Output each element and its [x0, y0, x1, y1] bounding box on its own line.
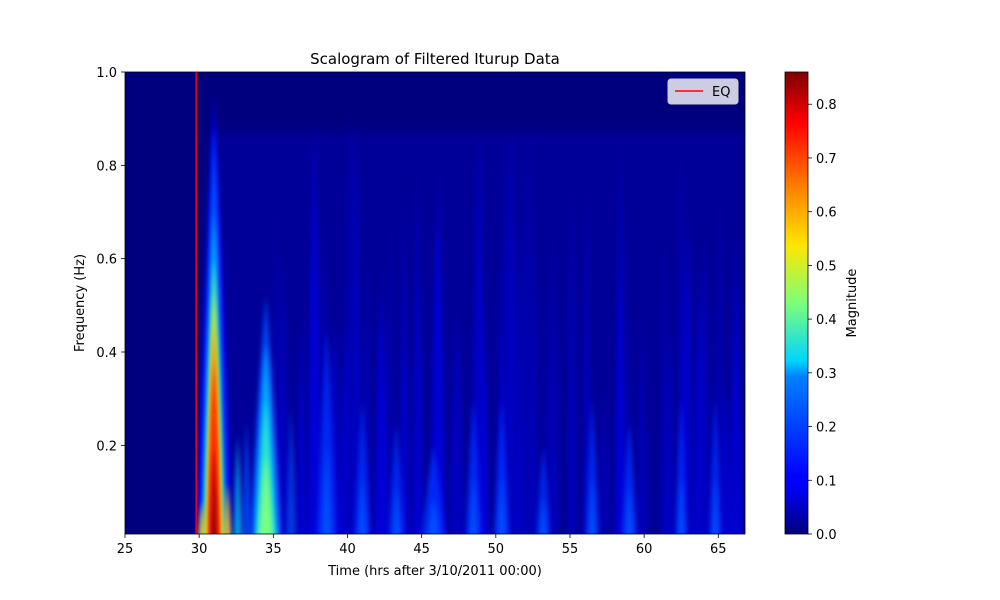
colorbar-tick-label: 0.5: [816, 259, 837, 274]
y-axis-label: Frequency (Hz): [73, 254, 88, 352]
main-right-lobe: [223, 482, 232, 534]
legend: EQ: [667, 78, 739, 105]
chart-title: Scalogram of Filtered Iturup Data: [310, 50, 560, 68]
legend-eq-label: EQ: [712, 85, 730, 100]
x-tick-label: 55: [562, 542, 579, 557]
plot-frame: [124, 71, 746, 535]
secondary-side: [241, 422, 252, 534]
colorbar-tick-label: 0.4: [816, 313, 837, 328]
colorbar-label: Magnitude: [845, 269, 860, 338]
low-freq-core: [588, 475, 596, 534]
x-axis-label: Time (hrs after 3/10/2011 00:00): [327, 564, 542, 579]
x-tick-label: 40: [339, 542, 356, 557]
colorbar-tick-label: 0.0: [816, 528, 837, 543]
low-freq-streak: [709, 398, 722, 534]
low-freq-core: [712, 475, 719, 534]
y-tick-label: 0.8: [96, 159, 117, 174]
colorbar: [784, 71, 809, 535]
colorbar-tick-label: 0.7: [816, 152, 837, 167]
x-axis-ticks: 25 30 35 40 45 50 55 60 65: [117, 534, 727, 557]
low-freq-streak: [536, 445, 551, 534]
low-freq-streak: [465, 398, 482, 534]
colorbar-tick-label: 0.2: [816, 421, 837, 436]
low-freq-streak: [388, 422, 405, 534]
secondary-core: [259, 454, 273, 534]
x-tick-label: 30: [191, 542, 208, 557]
colorbar-tick-label: 0.8: [816, 98, 837, 113]
low-freq-streak: [621, 422, 638, 534]
main-core: [211, 445, 217, 534]
colorbar-ticks: 0.0 0.1 0.2 0.3 0.4 0.5 0.6 0.7 0.8: [808, 98, 837, 543]
colorbar-tick-label: 0.3: [816, 367, 837, 382]
x-tick-label: 60: [636, 542, 653, 557]
low-freq-core: [678, 475, 685, 534]
x-tick-label: 50: [488, 542, 505, 557]
heatmap-layer: [196, 95, 745, 534]
low-freq-streak: [316, 328, 337, 534]
y-tick-label: 0.2: [96, 439, 117, 454]
low-freq-streak: [493, 398, 510, 534]
main-left-lobe: [198, 501, 206, 534]
x-tick-label: 45: [413, 542, 430, 557]
low-freq-core: [427, 496, 440, 534]
colorbar-tick-label: 0.1: [816, 474, 837, 489]
low-freq-streak: [354, 398, 371, 534]
low-freq-core: [392, 486, 401, 534]
y-tick-label: 0.4: [96, 346, 117, 361]
secondary-side: [286, 408, 296, 534]
low-freq-core: [469, 475, 478, 534]
main-right-side: [233, 436, 242, 534]
low-freq-core: [540, 496, 547, 534]
post-event-haze: [213, 132, 745, 534]
y-axis-ticks: 0.2 0.4 0.6 0.8 1.0: [96, 66, 125, 454]
low-freq-streak: [585, 398, 600, 534]
x-tick-label: 65: [710, 542, 727, 557]
x-tick-label: 35: [265, 542, 282, 557]
low-freq-streak: [675, 398, 688, 534]
low-freq-streak: [421, 445, 446, 534]
y-tick-label: 0.6: [96, 253, 117, 268]
low-freq-core: [497, 475, 506, 534]
low-freq-core: [625, 486, 634, 534]
y-tick-label: 1.0: [96, 66, 117, 81]
x-tick-label: 25: [117, 542, 134, 557]
low-freq-core: [321, 444, 332, 534]
colorbar-tick-label: 0.6: [816, 206, 837, 221]
low-freq-core: [358, 475, 367, 534]
